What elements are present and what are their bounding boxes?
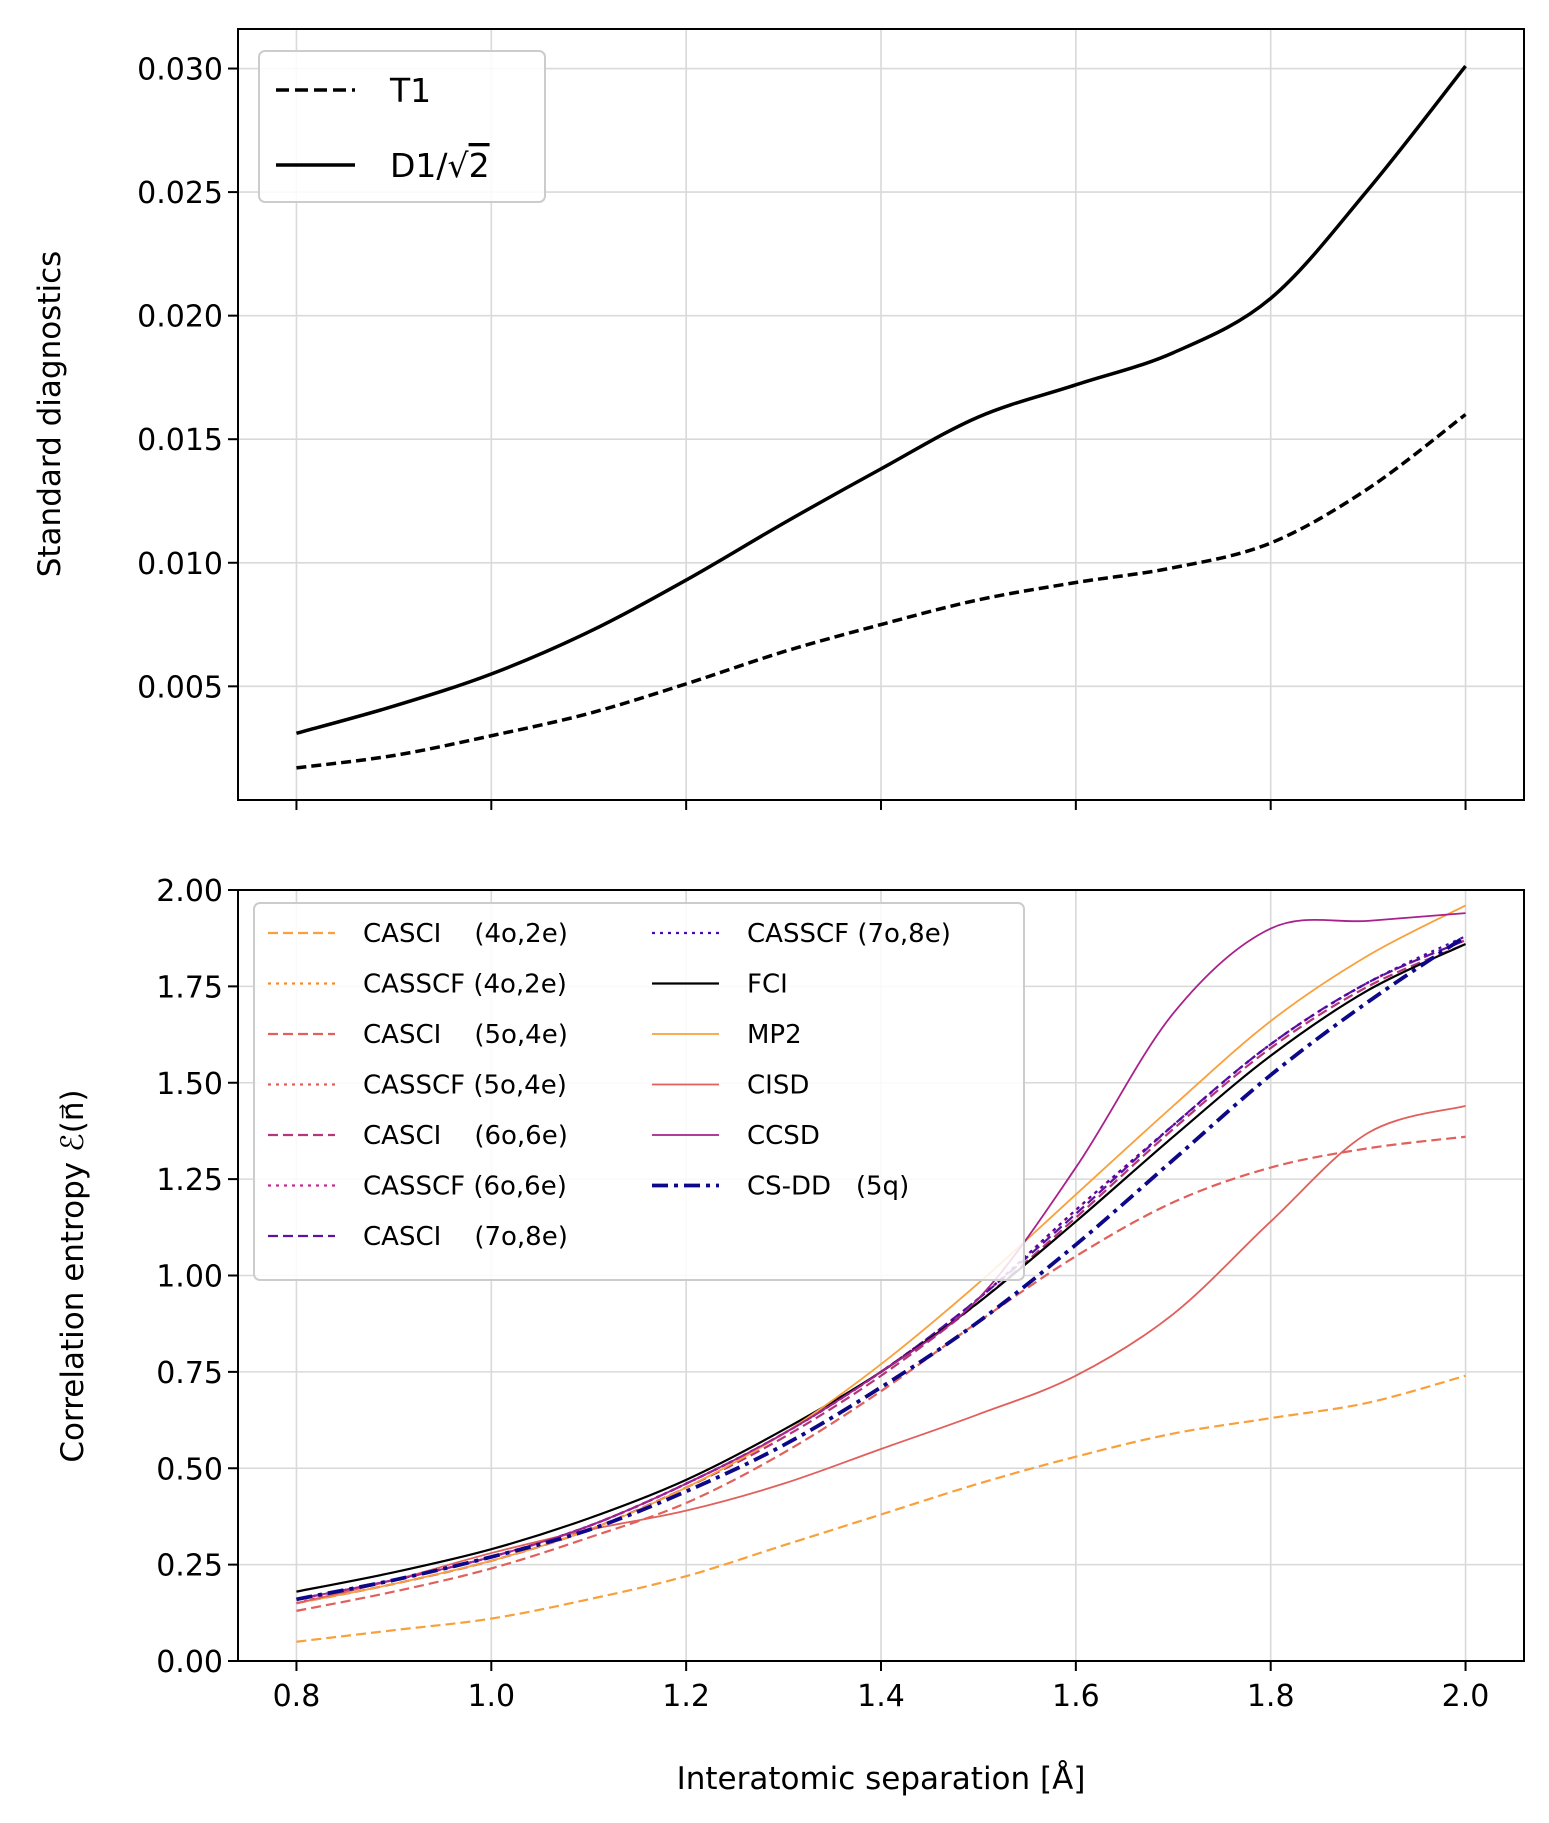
y-tick-label: 1.00	[156, 1260, 223, 1295]
legend-label-t1: T1	[389, 71, 431, 110]
legend-label: CCSD	[747, 1121, 820, 1151]
y-axis-label: Correlation entropy ℰ(n⃗)	[55, 1089, 91, 1462]
legend-label: CASSCF (5o,4e)	[363, 1071, 567, 1101]
axis-ticks: 0.005 0.010 0.015 0.020 0.025 0.030	[137, 53, 1467, 810]
series-lines	[295, 64, 1467, 770]
x-tick-label: 1.6	[1052, 1679, 1100, 1714]
y-tick-label: 0.75	[156, 1356, 223, 1391]
y-tick-label: 2.00	[156, 874, 223, 909]
y-axis-label: Standard diagnostics	[32, 251, 68, 578]
legend-label: CISD	[747, 1071, 809, 1101]
sqrt-radicand: 2	[469, 146, 490, 185]
series-line-mp2	[296, 904, 1466, 1605]
series-line-cs-dd-5q	[296, 934, 1467, 1602]
y-tick-label: 0.50	[156, 1452, 223, 1487]
y-tick-label: 1.25	[156, 1163, 223, 1198]
series-lines	[296, 904, 1467, 1643]
legend-label: CASCI (6o,6e)	[363, 1121, 568, 1151]
legend-label: CASCI (5o,4e)	[363, 1020, 568, 1050]
y-tick-label: 0.025	[137, 176, 223, 211]
y-tick-label: 0.25	[156, 1549, 223, 1584]
series-line-casci-5o-4e	[296, 1135, 1466, 1612]
legend-label: CASSCF (4o,2e)	[363, 970, 567, 1000]
x-axis-label: Interatomic separation [Å]	[677, 1761, 1086, 1797]
legend-label-d1: D1/√2	[390, 146, 490, 185]
y-tick-label: 0.00	[156, 1645, 223, 1680]
x-tick-label: 0.8	[273, 1679, 321, 1714]
legend-label: CASCI (4o,2e)	[363, 919, 568, 949]
legend-label: CASSCF (6o,6e)	[363, 1172, 567, 1202]
series-line-t1	[296, 413, 1467, 770]
legend: T1 D1/√2	[258, 50, 546, 203]
x-tick-label: 2.0	[1442, 1679, 1490, 1714]
y-tick-label: 0.010	[137, 547, 223, 582]
legend-label: CASSCF (7o,8e)	[747, 919, 951, 949]
x-tick-label: 1.2	[662, 1679, 710, 1714]
series-line-d1-2	[295, 64, 1467, 735]
legend: CASCI (4o,2e) CASSCF (4o,2e) CASCI (5o,4e)…	[253, 902, 1025, 1281]
legend-label: CASCI (7o,8e)	[363, 1222, 568, 1252]
y-tick-label: 0.030	[137, 53, 223, 88]
y-tick-label: 0.015	[137, 423, 223, 458]
y-tick-label: 0.020	[137, 300, 223, 335]
legend-label: MP2	[747, 1020, 802, 1050]
legend-label: FCI	[747, 970, 788, 1000]
legend-box	[253, 902, 1025, 1281]
y-tick-label: 0.005	[137, 670, 223, 705]
axis-ticks: 0.8 1.0 1.2 1.4 1.6 1.8 2.0 0.00 0.25 0.50 0.75 1.0…	[156, 874, 1489, 1714]
series-line-casci-4o-2e	[296, 1374, 1466, 1643]
entropy-panel: 0.8 1.0 1.2 1.4 1.6 1.8 2.0 0.00 0.25 0.50 0.75 1.0…	[55, 874, 1525, 1797]
x-tick-label: 1.8	[1247, 1679, 1295, 1714]
x-tick-label: 1.4	[857, 1679, 905, 1714]
x-tick-label: 1.0	[467, 1679, 515, 1714]
y-tick-label: 1.75	[156, 970, 223, 1005]
series-line-cisd	[296, 1105, 1466, 1605]
y-tick-label: 1.50	[156, 1067, 223, 1102]
legend-label: CS-DD (5q)	[747, 1172, 909, 1202]
diagnostics-panel: 0.005 0.010 0.015 0.020 0.025 0.030 Standard …	[32, 28, 1525, 810]
